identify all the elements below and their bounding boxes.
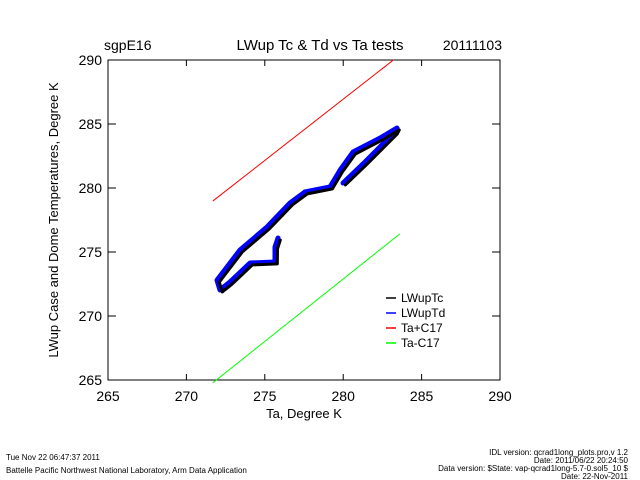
series-line-ta-c17 <box>212 233 401 384</box>
footer-institution: Battelle Pacific Northwest National Labo… <box>6 466 247 475</box>
plot-frame <box>107 59 501 381</box>
footer-idl-version: IDL version: qcrad1long_plots.pro,v 1.2 <box>489 448 628 457</box>
x-axis-label: Ta, Degree K <box>266 406 342 421</box>
series-line-lwuptd <box>214 125 400 293</box>
x-tick-label: 270 <box>175 388 199 404</box>
series-line-lwuptc <box>217 128 401 294</box>
legend-label: Ta+C17 <box>401 321 443 335</box>
x-tick-label: 280 <box>332 388 356 404</box>
x-tick-label: 285 <box>410 388 434 404</box>
footer-idl-date: Date: 2011/06/22 20:24:50 <box>534 456 629 465</box>
footer-timestamp: Tue Nov 22 06:47:37 2011 <box>6 453 100 462</box>
x-tick-label: 290 <box>488 388 512 404</box>
legend-label: Ta-C17 <box>401 336 440 350</box>
y-tick-label: 280 <box>79 180 103 196</box>
footer-data-version: Data version: $State: vap-qcrad1long-5.7… <box>438 464 628 473</box>
chart-title: LWup Tc & Td vs Ta tests <box>236 37 403 54</box>
date-label: 20111103 <box>443 37 502 53</box>
y-tick-label: 290 <box>79 52 103 68</box>
y-tick-label: 265 <box>79 372 103 388</box>
y-tick-label: 270 <box>79 308 103 324</box>
site-label: sgpE16 <box>104 37 152 53</box>
x-tick-label: 265 <box>96 388 120 404</box>
y-axis-label: LWup Case and Dome Temperatures, Degree … <box>46 82 61 358</box>
x-tick-label: 275 <box>253 388 277 404</box>
legend-label: LWupTc <box>401 291 443 305</box>
legend-label: LWupTd <box>401 306 445 320</box>
series-line-ta-c17 <box>212 59 394 202</box>
y-tick-label: 275 <box>79 244 103 260</box>
footer-data-date: Date: 22-Nov-2011 <box>561 472 629 480</box>
y-tick-label: 285 <box>79 116 103 132</box>
